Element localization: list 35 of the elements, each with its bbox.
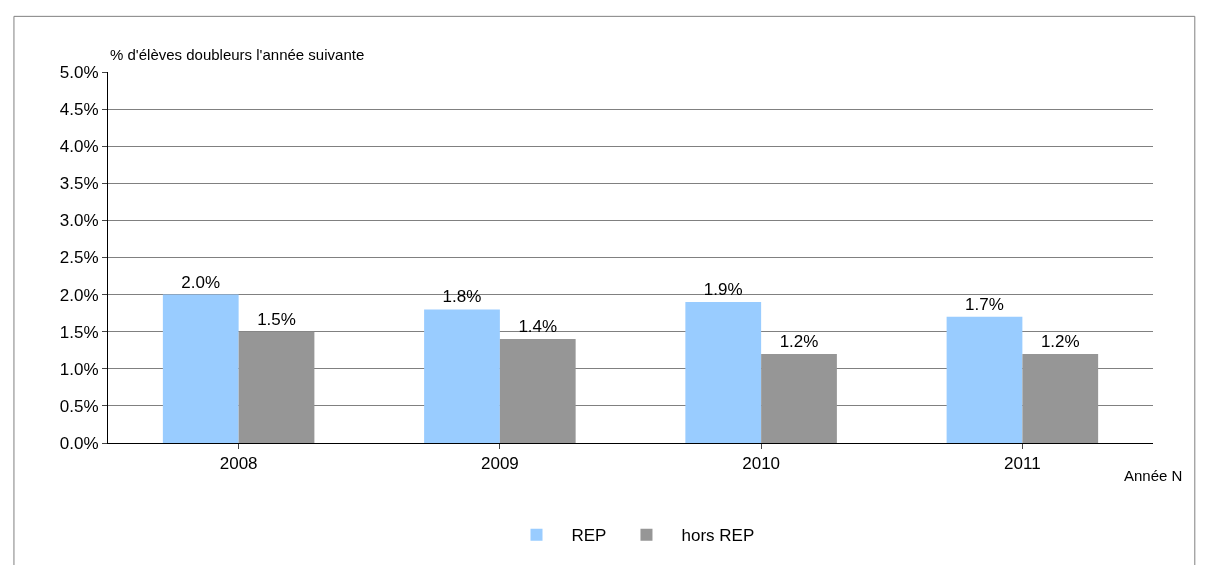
legend-label: REP: [571, 526, 607, 546]
bar: [162, 294, 239, 443]
x-tick-label: 2008: [219, 454, 258, 474]
y-tick-label: 2.5%: [59, 248, 99, 268]
y-tick-label: 0.5%: [59, 396, 99, 416]
y-axis-title: % d'élèves doubleurs l'année suivante: [110, 46, 365, 63]
data-label: 1.2%: [779, 331, 819, 351]
y-tick-label: 0.0%: [59, 433, 99, 453]
bar: [424, 309, 500, 443]
legend-label: hors REP: [681, 526, 755, 546]
bar: [946, 316, 1023, 443]
x-tick-label: 2011: [1004, 454, 1041, 474]
y-tick-label: 4.5%: [59, 100, 99, 120]
data-label: 1.2%: [1040, 331, 1080, 351]
y-tick-label: 3.0%: [59, 211, 99, 231]
bar: [761, 353, 837, 443]
data-label: 1.4%: [518, 317, 558, 337]
y-tick-label: 1.5%: [59, 322, 99, 342]
x-tick-label: 2010: [742, 454, 781, 474]
data-label: 1.5%: [257, 309, 296, 329]
data-label: 1.7%: [965, 294, 1004, 314]
y-tick-label: 2.0%: [59, 285, 99, 305]
bar: [238, 331, 315, 443]
y-tick-label: 5.0%: [59, 62, 99, 82]
y-tick-label: 3.5%: [59, 174, 99, 194]
x-axis-title: Année N: [1124, 467, 1183, 484]
y-tick-label: 1.0%: [59, 359, 99, 379]
data-label: 1.8%: [442, 287, 482, 307]
data-label: 1.9%: [703, 280, 743, 300]
bar: [1022, 353, 1099, 443]
y-tick-label: 4.0%: [59, 137, 99, 157]
x-tick-label: 2009: [480, 454, 519, 474]
bar: [499, 339, 576, 443]
bar: [685, 302, 762, 443]
data-label: 2.0%: [181, 272, 221, 292]
